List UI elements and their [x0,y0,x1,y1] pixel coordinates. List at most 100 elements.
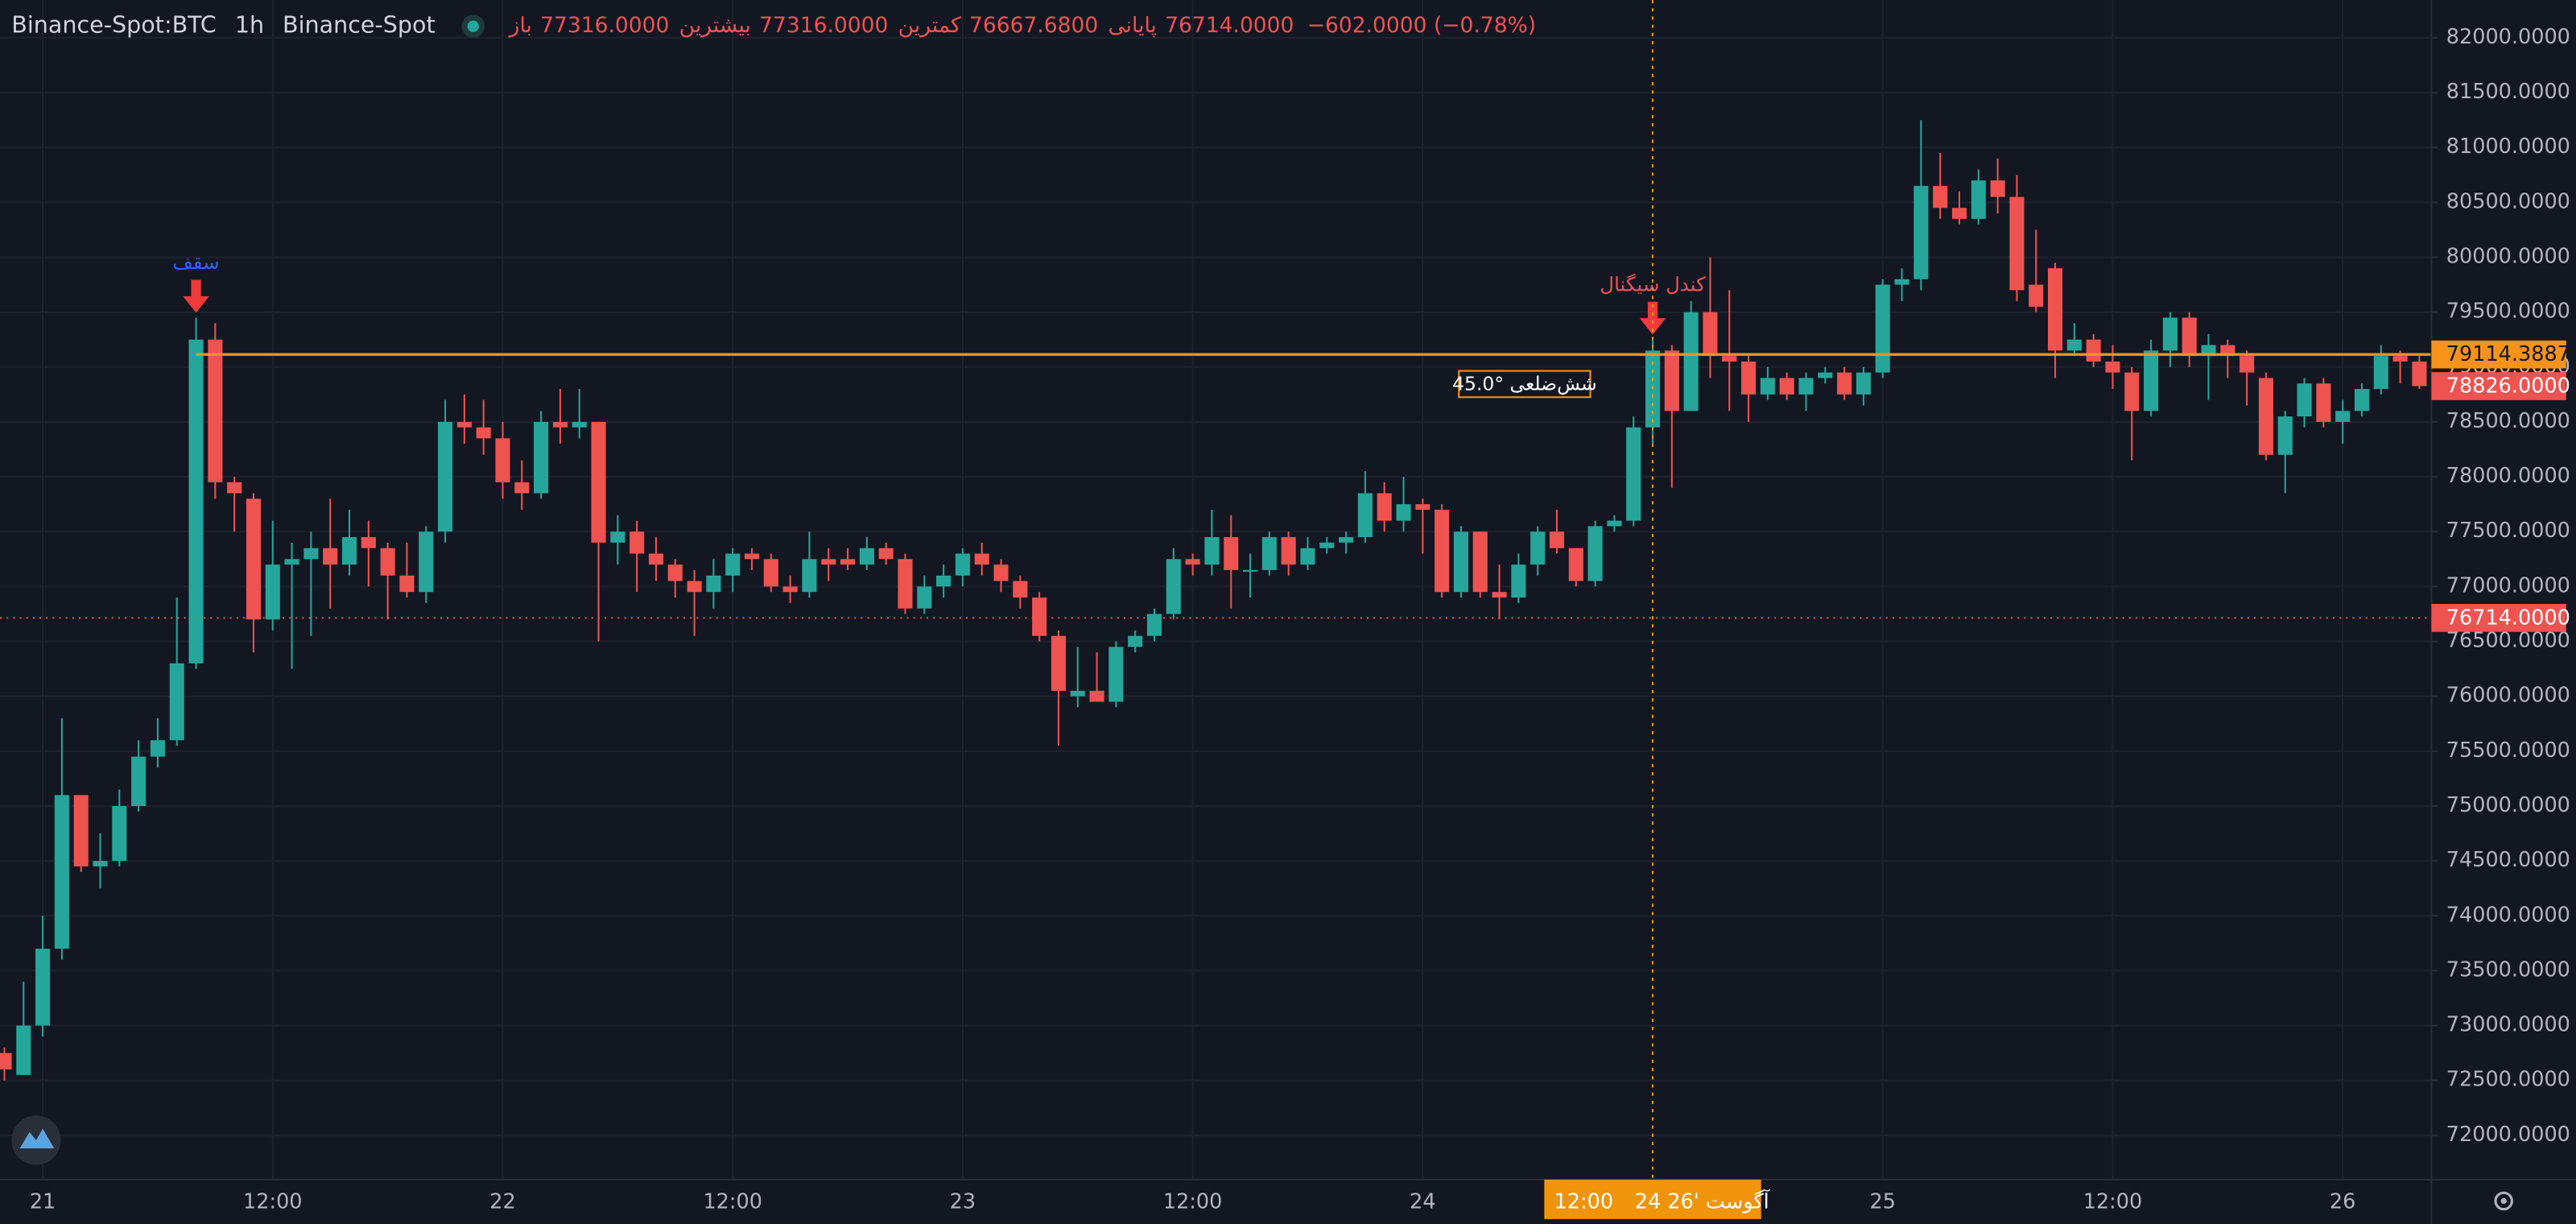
ohlc-value: 76667.6800 [969,13,1098,38]
candle-body [1722,356,1737,362]
x-tick-label: 25 [1870,1189,1896,1214]
candle-body [265,564,280,620]
candle-body [208,339,223,482]
candle-body [2144,350,2159,411]
y-tick-label: 80500.0000 [2446,189,2570,213]
candle-body [2240,356,2255,373]
y-tick-label: 75500.0000 [2446,738,2570,763]
candle-body [898,559,913,609]
candle-body [1798,378,1814,395]
price-label: 76714.0000 [2446,606,2570,630]
y-tick-label: 74500.0000 [2446,848,2570,872]
y-tick-label: 77000.0000 [2446,573,2570,598]
candle-body [2029,284,2044,307]
candle-body [341,537,357,565]
y-tick-label: 82000.0000 [2446,25,2570,49]
logo[interactable] [11,1115,61,1165]
candle-body [1453,531,1468,593]
candle-body [591,421,606,543]
candle-body [1013,581,1028,598]
y-tick-label: 78000.0000 [2446,464,2570,488]
candle-body [2009,196,2025,291]
price-label-box [2431,372,2566,400]
gear-center [2500,1197,2507,1205]
candle-body [514,482,530,494]
x-tick-label: 12:00 [703,1189,762,1214]
candle-body [2392,356,2408,362]
candle-body [1760,378,1775,395]
candle-body [1703,312,1718,357]
candle-body [1683,312,1699,411]
candle-body [1108,647,1124,702]
candle-body [687,581,702,593]
candle-body [35,949,51,1026]
x-tick-label: 26 [2330,1189,2355,1214]
candle-body [303,548,319,560]
y-tick-label: 79500.0000 [2446,300,2570,324]
candle-body [802,559,817,593]
x-tick-label: 12:00 [1163,1189,1223,1214]
candle-body [1415,504,1430,510]
candle-body [1319,542,1335,548]
x-tick-label: 23 [950,1189,976,1214]
candle-body [2354,389,2370,411]
y-tick-label: 72000.0000 [2446,1123,2570,1147]
candle-body [840,559,856,565]
candle-body [1779,378,1794,395]
candle-body [1243,569,1258,572]
interval[interactable]: 1h [235,11,264,39]
candle-body [476,427,491,439]
plot-area: 45.0° شش‌ضلعی سقف کندل سیگنال [0,0,2432,1180]
candle-body [706,575,721,593]
candle-body [878,548,894,560]
candle-body [93,861,108,866]
candle-body [1913,185,1929,279]
candle-body [150,740,165,757]
candle-body [1435,509,1450,593]
candle-body [438,421,453,532]
candle-body [821,559,836,565]
candle-body [131,756,147,806]
candle-body [1377,493,1392,521]
candle-body [16,1025,31,1075]
candle-body [648,553,664,565]
candle-body [782,586,798,593]
candle-body [763,559,778,587]
candle-body [1818,372,1833,378]
candle-body [552,421,568,428]
candle-body [1875,284,1890,373]
candle-body [2047,268,2063,351]
y-tick-label: 80000.0000 [2446,244,2570,268]
y-tick-label: 75000.0000 [2446,793,2570,817]
candle-body [1933,185,1948,209]
candle-body [725,553,741,576]
candle-body [1032,597,1047,636]
annotation: کندل سیگنال [1600,272,1706,296]
candle-body [1587,526,1603,581]
ohlc-label: بیشترین [679,13,751,38]
exchange: Binance-Spot [283,11,436,39]
candle-body [1530,531,1546,565]
candle-body [2162,317,2178,351]
candle-body [1300,548,1315,565]
candle-body [993,564,1009,581]
level-tag: 45.0° شش‌ضلعی [1452,372,1597,395]
candle-body [1089,690,1104,702]
candle-body [1951,208,1967,219]
candle-body [936,575,952,587]
candle-body [974,553,989,565]
signal-arrow [183,279,209,313]
candle-body [917,586,932,609]
change: −602.0000 (−0.78%) [1307,13,1536,38]
gear [2494,1191,2513,1211]
candle-body [2277,416,2293,455]
candle-body [1339,537,1354,543]
candle-body [361,537,376,548]
settings-icon[interactable] [2494,1191,2513,1211]
candle-body [1626,427,1641,521]
y-tick-label: 81000.0000 [2446,134,2570,159]
candle-body [2297,383,2312,417]
candle-body [456,421,472,428]
candle-body [1185,559,1200,565]
